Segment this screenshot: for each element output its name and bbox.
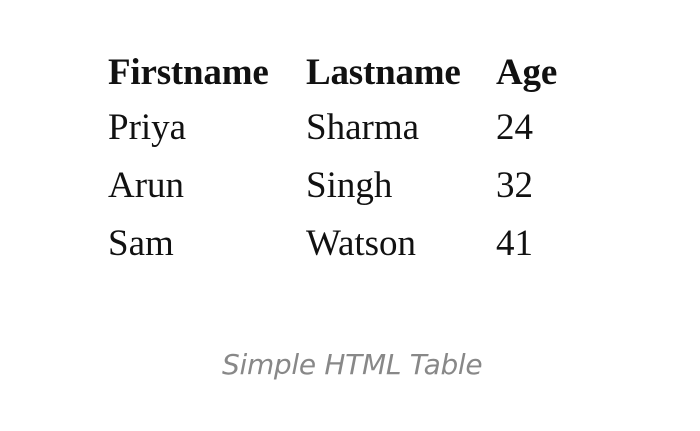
- cell-firstname: Priya: [108, 106, 187, 148]
- cell-age: 24: [496, 106, 533, 148]
- table-row: Arun Singh 32: [108, 156, 578, 214]
- table-body: Priya Sharma 24 Arun Singh 32 Sam Watson…: [108, 98, 578, 272]
- table-caption: Simple HTML Table: [222, 348, 483, 381]
- header-firstname: Firstname: [108, 51, 269, 93]
- cell-age: 41: [496, 222, 533, 264]
- cell-lastname: Singh: [306, 164, 393, 206]
- table-row: Sam Watson 41: [108, 214, 578, 272]
- table-header: Firstname Lastname Age: [108, 46, 578, 98]
- people-table: Firstname Lastname Age Priya Sharma 24 A…: [108, 46, 578, 272]
- cell-firstname: Arun: [108, 164, 185, 206]
- cell-lastname: Sharma: [306, 106, 420, 148]
- header-lastname: Lastname: [306, 51, 461, 93]
- header-age: Age: [496, 51, 558, 93]
- cell-firstname: Sam: [108, 222, 174, 264]
- cell-lastname: Watson: [306, 222, 417, 264]
- header-row: Firstname Lastname Age: [108, 46, 578, 98]
- table-container: Firstname Lastname Age Priya Sharma 24 A…: [108, 46, 578, 272]
- table-row: Priya Sharma 24: [108, 98, 578, 156]
- cell-age: 32: [496, 164, 533, 206]
